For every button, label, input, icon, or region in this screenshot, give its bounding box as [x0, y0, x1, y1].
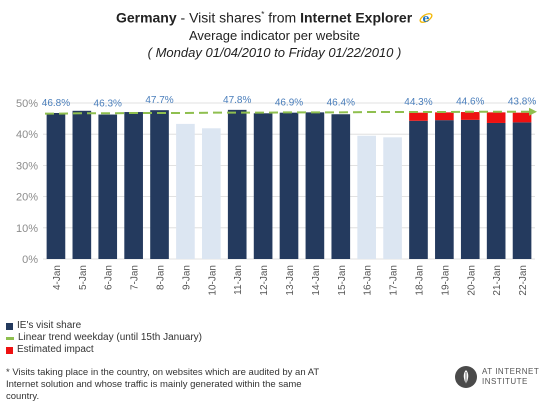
- title-from: from: [264, 9, 301, 26]
- trend-line-arrow: [529, 107, 537, 116]
- bar-share-9-Jan: [176, 123, 195, 260]
- data-label-8-Jan: 47.7%: [145, 95, 173, 106]
- bar-share-13-Jan: [279, 112, 299, 259]
- bar-share-20-Jan: [460, 119, 480, 260]
- wheat-leaf-icon: [455, 366, 477, 388]
- bar-share-12-Jan: [253, 113, 273, 260]
- legend-item-impact: Estimated impact: [6, 344, 202, 356]
- x-tick-label-7-Jan: 7-Jan: [130, 265, 141, 290]
- data-label-11-Jan: 47.8%: [223, 95, 251, 106]
- legend-swatch-visit-share: [6, 322, 13, 330]
- x-tick-label-6-Jan: 6-Jan: [104, 265, 115, 290]
- bar-share-19-Jan: [435, 120, 454, 259]
- legend-label-trend: Linear trend weekday (until 15th January…: [18, 332, 202, 343]
- footnote-star: *: [6, 367, 10, 378]
- bar-share-11-Jan: [227, 109, 247, 259]
- bar-share-22-Jan: [512, 122, 532, 260]
- chart-date-range: ( Monday 01/04/2010 to Friday 01/22/2010…: [147, 44, 402, 60]
- data-label-4-Jan: 46.8%: [42, 98, 70, 109]
- x-tick-label-16-Jan: 16-Jan: [363, 265, 374, 296]
- bar-impact-21-Jan: [486, 112, 506, 123]
- y-tick-label-2: 20%: [16, 192, 38, 204]
- x-tick-label-20-Jan: 20-Jan: [466, 265, 477, 296]
- legend-label-impact: Estimated impact: [17, 344, 94, 355]
- data-label-20-Jan: 44.6%: [456, 97, 484, 108]
- data-label-6-Jan: 46.3%: [94, 98, 122, 109]
- bar-impact-20-Jan: [460, 112, 480, 120]
- legend-swatch-trend: [6, 336, 14, 340]
- bar-share-6-Jan: [98, 114, 118, 259]
- bar-share-15-Jan: [331, 114, 351, 260]
- bar-share-17-Jan: [383, 137, 402, 259]
- legend-label-visit-share: IE's visit share: [17, 320, 82, 331]
- legend-swatch-impact: [6, 346, 13, 354]
- bar-share-21-Jan: [486, 122, 506, 259]
- bar-share-4-Jan: [46, 112, 66, 259]
- x-tick-label-21-Jan: 21-Jan: [492, 265, 503, 296]
- x-tick-label-8-Jan: 8-Jan: [156, 265, 167, 290]
- bar-impact-22-Jan: [512, 112, 532, 123]
- y-tick-label-1: 10%: [16, 223, 38, 235]
- logo-line2: INSTITUTE: [482, 377, 528, 386]
- chart-title: Germany - Visit shares* from Internet Ex…: [0, 6, 549, 27]
- bar-impact-19-Jan: [435, 112, 454, 121]
- bar-share-8-Jan: [150, 110, 169, 260]
- title-country: Germany: [115, 9, 177, 26]
- bar-share-7-Jan: [124, 112, 143, 259]
- bar-share-14-Jan: [305, 112, 325, 259]
- footnote-text: Visits taking place in the country, on w…: [6, 367, 319, 402]
- x-tick-label-17-Jan: 17-Jan: [389, 265, 400, 296]
- bar-share-5-Jan: [72, 110, 92, 259]
- internet-explorer-icon: e: [419, 12, 433, 25]
- y-tick-label-5: 50%: [16, 98, 38, 110]
- x-tick-label-4-Jan: 4-Jan: [52, 265, 63, 290]
- x-tick-label-5-Jan: 5-Jan: [78, 265, 89, 290]
- svg-text:e: e: [423, 12, 430, 25]
- title-star: *: [261, 10, 265, 19]
- footnote: * Visits taking place in the country, on…: [6, 367, 336, 403]
- x-tick-label-18-Jan: 18-Jan: [414, 265, 425, 296]
- data-label-22-Jan: 43.8%: [508, 97, 536, 108]
- at-internet-logo: AT INTERNET INSTITUTE: [455, 366, 539, 388]
- bar-share-18-Jan: [409, 120, 428, 259]
- x-tick-label-14-Jan: 14-Jan: [311, 265, 322, 296]
- chart-title-block: Germany - Visit shares* from Internet Ex…: [0, 6, 549, 61]
- title-middle: - Visit shares: [176, 9, 262, 26]
- x-tick-label-9-Jan: 9-Jan: [181, 265, 192, 290]
- chart-subtitle: Average indicator per website: [188, 27, 361, 43]
- chart-legend: IE's visit share Linear trend weekday (u…: [6, 320, 202, 356]
- y-tick-label-4: 40%: [16, 129, 38, 141]
- x-tick-label-19-Jan: 19-Jan: [440, 265, 451, 296]
- x-tick-label-11-Jan: 11-Jan: [233, 265, 244, 295]
- y-tick-label-0: 0%: [22, 254, 38, 266]
- legend-item-visit-share: IE's visit share: [6, 320, 202, 332]
- data-label-15-Jan: 46.4%: [327, 97, 355, 108]
- x-tick-label-15-Jan: 15-Jan: [337, 265, 348, 296]
- bar-impact-18-Jan: [409, 112, 428, 121]
- x-tick-label-10-Jan: 10-Jan: [207, 265, 218, 296]
- x-tick-label-22-Jan: 22-Jan: [518, 265, 529, 296]
- bar-share-16-Jan: [357, 135, 377, 259]
- logo-line1: AT INTERNET: [482, 367, 540, 376]
- y-tick-label-3: 30%: [16, 160, 38, 172]
- title-browser: Internet Explorer: [300, 9, 413, 26]
- data-label-18-Jan: 44.3%: [404, 97, 432, 108]
- x-tick-label-12-Jan: 12-Jan: [259, 265, 270, 296]
- data-label-13-Jan: 46.9%: [275, 97, 303, 108]
- trend-line: [45, 110, 531, 115]
- legend-item-trend: Linear trend weekday (until 15th January…: [6, 332, 202, 344]
- x-tick-label-13-Jan: 13-Jan: [285, 265, 296, 296]
- bar-share-10-Jan: [201, 128, 221, 259]
